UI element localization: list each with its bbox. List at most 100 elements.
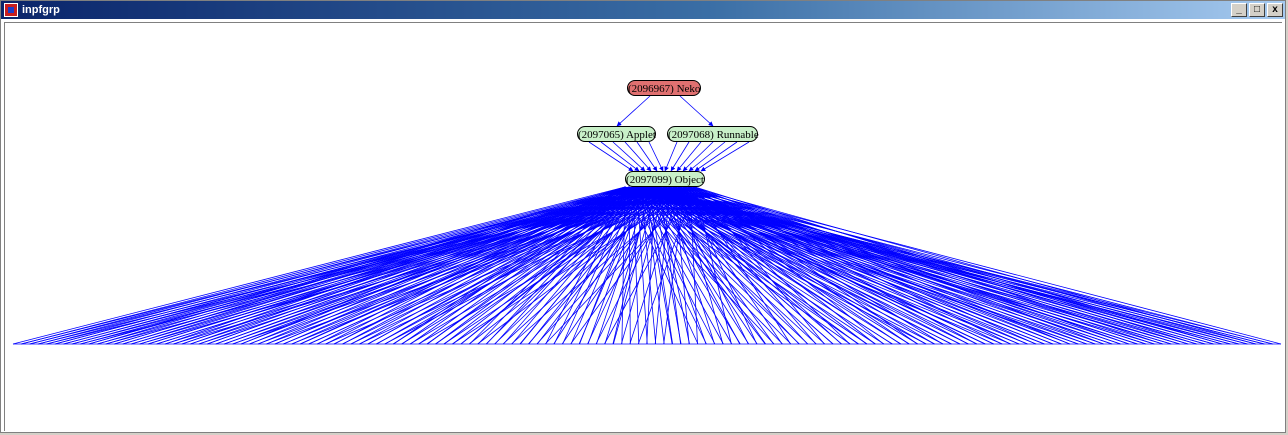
edge-object-child <box>659 186 774 345</box>
edge-object-child <box>644 186 766 345</box>
edge-object-child <box>249 186 630 345</box>
edge-object-child <box>624 186 775 345</box>
edge-object-child <box>640 186 961 345</box>
edge-object-child <box>207 186 646 345</box>
edge-object-child <box>266 186 638 345</box>
edge-object-child <box>644 186 952 345</box>
edge-object-child <box>632 186 1248 345</box>
edge-object-child <box>173 186 630 345</box>
edge-applet-object <box>636 141 658 172</box>
edge-object-child <box>640 186 1265 345</box>
edge-object-child <box>114 186 638 345</box>
node-object[interactable]: (2097099) Object <box>625 171 705 187</box>
edge-runnable-object <box>664 141 678 172</box>
edge-object-child <box>468 186 671 345</box>
maximize-button[interactable]: □ <box>1249 3 1265 17</box>
edge-object-child <box>644 186 1231 345</box>
edge-object-child <box>562 186 634 345</box>
edge-object-child <box>29 186 634 345</box>
edge-object-child <box>640 186 1037 345</box>
node-neko[interactable]: (2096967) Neko <box>627 80 701 96</box>
edge-object-child <box>190 186 638 345</box>
edge-object-child <box>477 186 630 345</box>
edge-object-child <box>545 186 626 345</box>
edge-object-child <box>503 186 642 345</box>
edge-object-child <box>636 186 648 345</box>
edge-object-child <box>435 186 646 345</box>
edge-object-child <box>628 186 1088 345</box>
edge-object-child <box>644 186 1121 345</box>
edge-object-child <box>632 186 1020 345</box>
edge-object-child <box>325 186 630 345</box>
edge-object-child <box>444 186 650 345</box>
edge-object-child <box>648 186 750 345</box>
edge-object-child <box>97 186 630 345</box>
edge-object-child <box>38 186 638 345</box>
edges-layer <box>12 95 1282 345</box>
edge-object-child <box>652 186 682 345</box>
edge-object-child <box>342 186 638 345</box>
edge-object-child <box>636 186 1028 345</box>
edge-object-child <box>636 186 1257 345</box>
edge-object-child <box>55 186 646 345</box>
edge-runnable-object <box>676 141 702 172</box>
edge-object-child <box>520 186 650 345</box>
graph-canvas[interactable]: (2096967) Neko (2097065) Applet (2097068… <box>4 22 1282 431</box>
title-bar[interactable]: inpfgrp _ □ x <box>1 1 1285 19</box>
edge-object-child <box>632 186 640 345</box>
edge-runnable-object <box>688 141 726 172</box>
edge-object-child <box>105 186 634 345</box>
edge-applet-object <box>612 141 646 172</box>
edge-object-child <box>435 186 666 345</box>
edge-object-child <box>393 186 626 345</box>
edge-object-child <box>640 186 809 345</box>
edge-object-child <box>122 186 642 345</box>
edge-runnable-object <box>694 141 738 172</box>
edge-object-child <box>579 186 642 345</box>
edge-object-child <box>636 186 876 345</box>
edge-object-child <box>553 186 630 345</box>
edge-applet-object <box>600 141 640 172</box>
edge-object-child <box>644 186 893 345</box>
edge-runnable-object <box>700 141 750 172</box>
close-button[interactable]: x <box>1267 3 1283 17</box>
edge-object-child <box>679 186 1282 345</box>
edge-object-child <box>317 186 626 345</box>
edge-object-child <box>632 186 792 345</box>
node-applet[interactable]: (2097065) Applet <box>577 126 656 142</box>
edge-applet-object <box>624 141 652 172</box>
edge-object-child <box>88 186 626 345</box>
edge-object-child <box>621 186 626 345</box>
edge-object-child <box>46 186 642 345</box>
edge-object-child <box>644 186 741 345</box>
edge-object-child <box>640 186 885 345</box>
minimize-button[interactable]: _ <box>1231 3 1247 17</box>
edge-neko-runnable <box>679 95 714 127</box>
edge-object-child <box>636 186 800 345</box>
node-runnable[interactable]: (2097068) Runnable <box>667 126 759 142</box>
edge-object-child <box>640 186 657 345</box>
edge-object-child <box>659 186 681 345</box>
edge-object-child <box>632 186 868 345</box>
edge-object-child <box>640 186 1113 345</box>
edge-object-child <box>644 186 817 345</box>
edge-object-child <box>624 186 699 345</box>
app-icon[interactable] <box>4 3 18 17</box>
edge-object-child <box>511 186 646 345</box>
edge-object-child <box>628 186 707 345</box>
edge-object-child <box>427 186 642 345</box>
edge-object-child <box>624 186 1079 345</box>
edge-object-child <box>283 186 646 345</box>
edge-object-child <box>644 186 665 345</box>
edge-object-child <box>624 186 1231 345</box>
edge-object-child <box>528 186 654 345</box>
edge-object-child <box>644 186 1045 345</box>
edge-object-child <box>624 186 851 345</box>
edge-object-child <box>624 186 927 345</box>
edge-object-child <box>604 186 654 345</box>
edge-object-child <box>628 186 783 345</box>
edge-applet-object <box>588 141 634 172</box>
edge-object-child <box>624 186 1155 345</box>
edge-runnable-object <box>670 141 690 172</box>
